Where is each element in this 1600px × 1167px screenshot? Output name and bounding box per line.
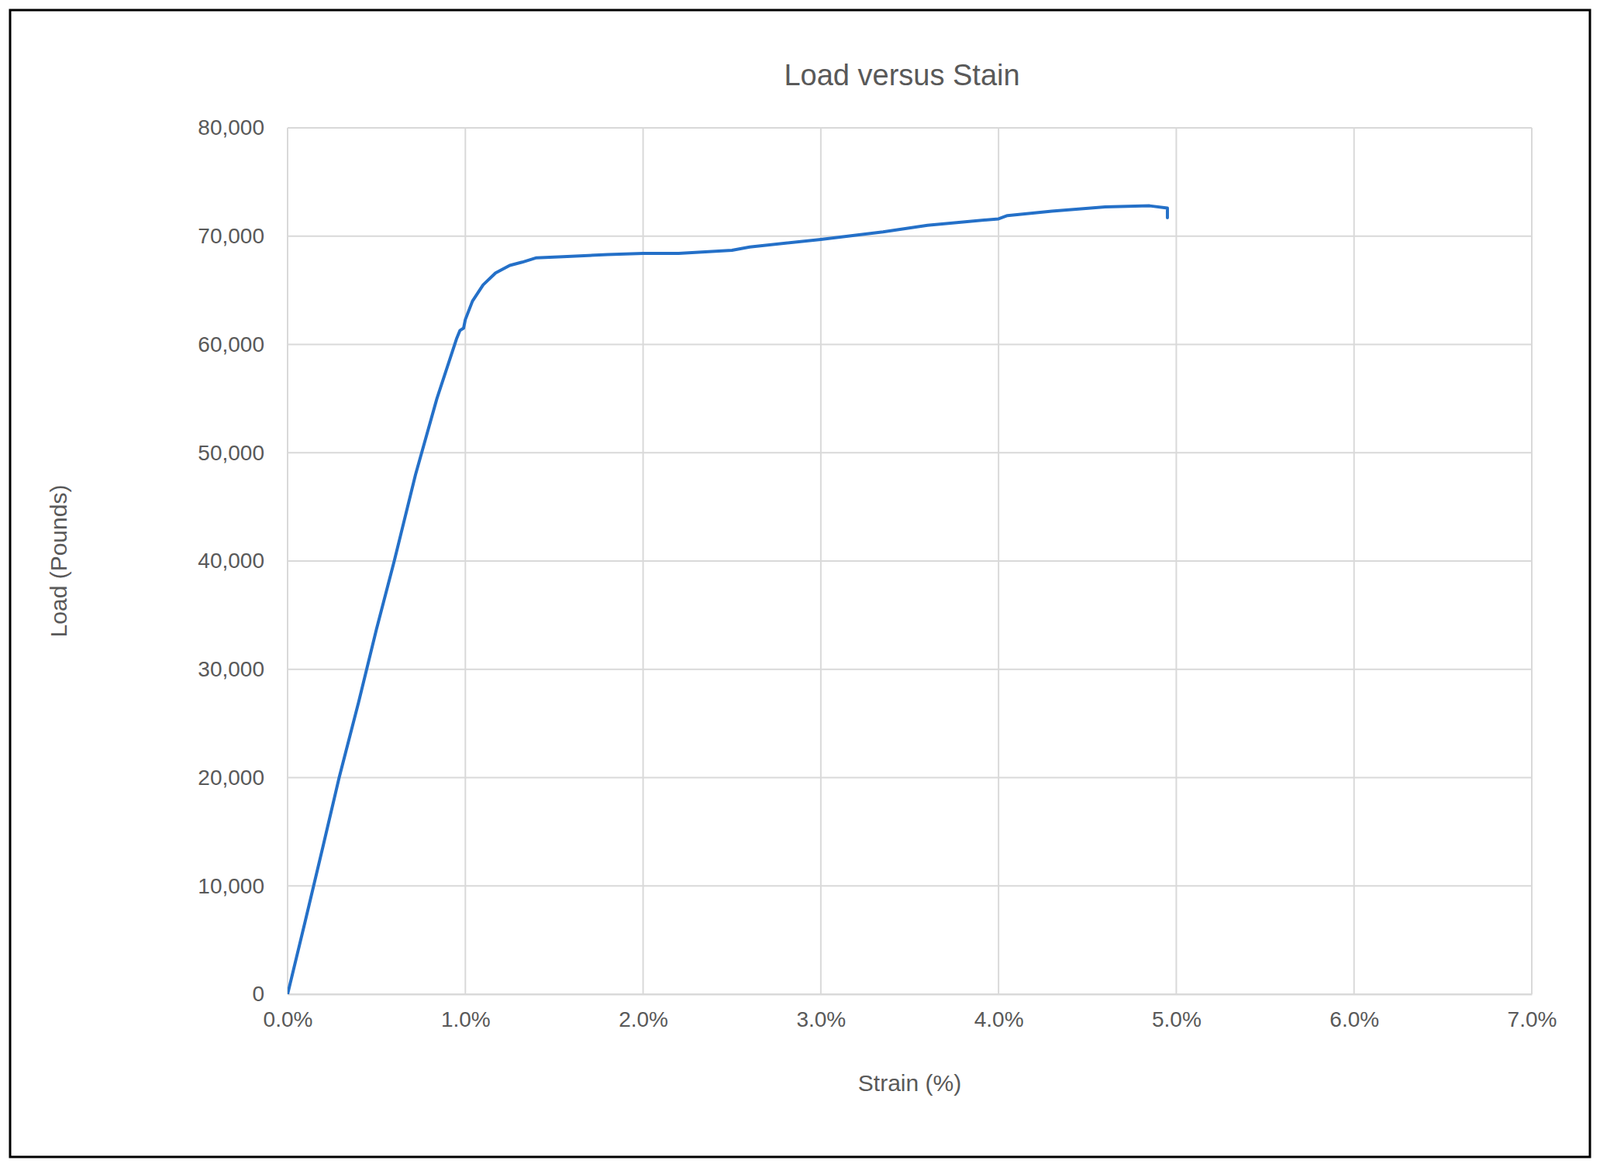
axis-line bbox=[287, 128, 290, 996]
grid-line bbox=[1353, 127, 1356, 995]
grid-line bbox=[287, 127, 1532, 129]
tick: 2.0% bbox=[618, 994, 669, 1032]
grid-line bbox=[1531, 127, 1533, 995]
tick: 70,000 bbox=[197, 224, 288, 249]
tick-label: 60,000 bbox=[197, 332, 265, 357]
tick-label: 70,000 bbox=[197, 224, 265, 249]
tick-label: 7.0% bbox=[1507, 1007, 1558, 1032]
grid-line bbox=[287, 560, 1532, 563]
tick: 30,000 bbox=[197, 657, 288, 682]
grid-line bbox=[287, 668, 1532, 671]
grid-line bbox=[287, 777, 1532, 780]
tick: 4.0% bbox=[974, 994, 1025, 1032]
grid-line bbox=[287, 235, 1532, 238]
tick-label: 40,000 bbox=[197, 548, 265, 573]
tick-label: 1.0% bbox=[441, 1007, 491, 1032]
grid-line bbox=[287, 993, 1532, 996]
tick-label: 10,000 bbox=[197, 874, 265, 899]
grid-line bbox=[1175, 127, 1177, 995]
x-axis: 0.0% 1.0% 2.0% 3.0% 4.0% 5.0% 6.0% 7.0% bbox=[263, 994, 1558, 1032]
title: Load versus Stain bbox=[783, 58, 1020, 92]
tick-label: 80,000 bbox=[197, 115, 265, 140]
tick: 20,000 bbox=[197, 765, 288, 790]
tick-label: 50,000 bbox=[197, 441, 265, 466]
grid-line bbox=[464, 127, 466, 995]
tick-label: 0.0% bbox=[263, 1007, 314, 1032]
tick: 60,000 bbox=[197, 332, 288, 357]
tick: 3.0% bbox=[796, 994, 846, 1032]
y-axis-title: Load (Pounds) bbox=[45, 485, 72, 638]
tick-label: 2.0% bbox=[618, 1007, 669, 1032]
grid-line bbox=[642, 127, 645, 995]
tick-label: 6.0% bbox=[1329, 1007, 1380, 1032]
tick: 50,000 bbox=[197, 441, 288, 466]
plot-area bbox=[287, 206, 1168, 995]
tick: 6.0% bbox=[1329, 994, 1380, 1032]
grid-line bbox=[287, 344, 1532, 346]
y-axis: 0 10,000 20,000 30,000 40,000 50,000 60,000 70,… bbox=[197, 115, 288, 1007]
data-line bbox=[287, 206, 1168, 995]
tick: 5.0% bbox=[1151, 994, 1202, 1032]
tick-label: 3.0% bbox=[796, 1007, 846, 1032]
tick: 0 bbox=[251, 982, 288, 1007]
tick-label: 0 bbox=[251, 982, 265, 1007]
grid-line bbox=[287, 451, 1532, 454]
chart: 0.0% 1.0% 2.0% 3.0% 4.0% 5.0% 6.0% 7.0% 0 10,000 2… bbox=[0, 0, 1600, 1167]
tick-label: 5.0% bbox=[1151, 1007, 1202, 1032]
tick: 7.0% bbox=[1507, 994, 1558, 1032]
tick-label: 20,000 bbox=[197, 765, 265, 790]
grid-line bbox=[997, 127, 1000, 995]
tick: 0.0% bbox=[263, 994, 314, 1032]
grid-line bbox=[286, 127, 289, 995]
chart-border bbox=[10, 10, 1590, 1158]
grid bbox=[287, 127, 1532, 995]
grid-line bbox=[287, 885, 1532, 887]
tick: 10,000 bbox=[197, 874, 288, 899]
tick: 80,000 bbox=[197, 115, 288, 140]
grid-line bbox=[820, 127, 822, 995]
axis-line bbox=[288, 994, 1533, 997]
x-axis-title: Strain (%) bbox=[858, 1070, 962, 1097]
tick: 40,000 bbox=[197, 548, 288, 573]
tick-label: 30,000 bbox=[197, 657, 265, 682]
tick-label: 4.0% bbox=[974, 1007, 1025, 1032]
tick: 1.0% bbox=[441, 994, 491, 1032]
